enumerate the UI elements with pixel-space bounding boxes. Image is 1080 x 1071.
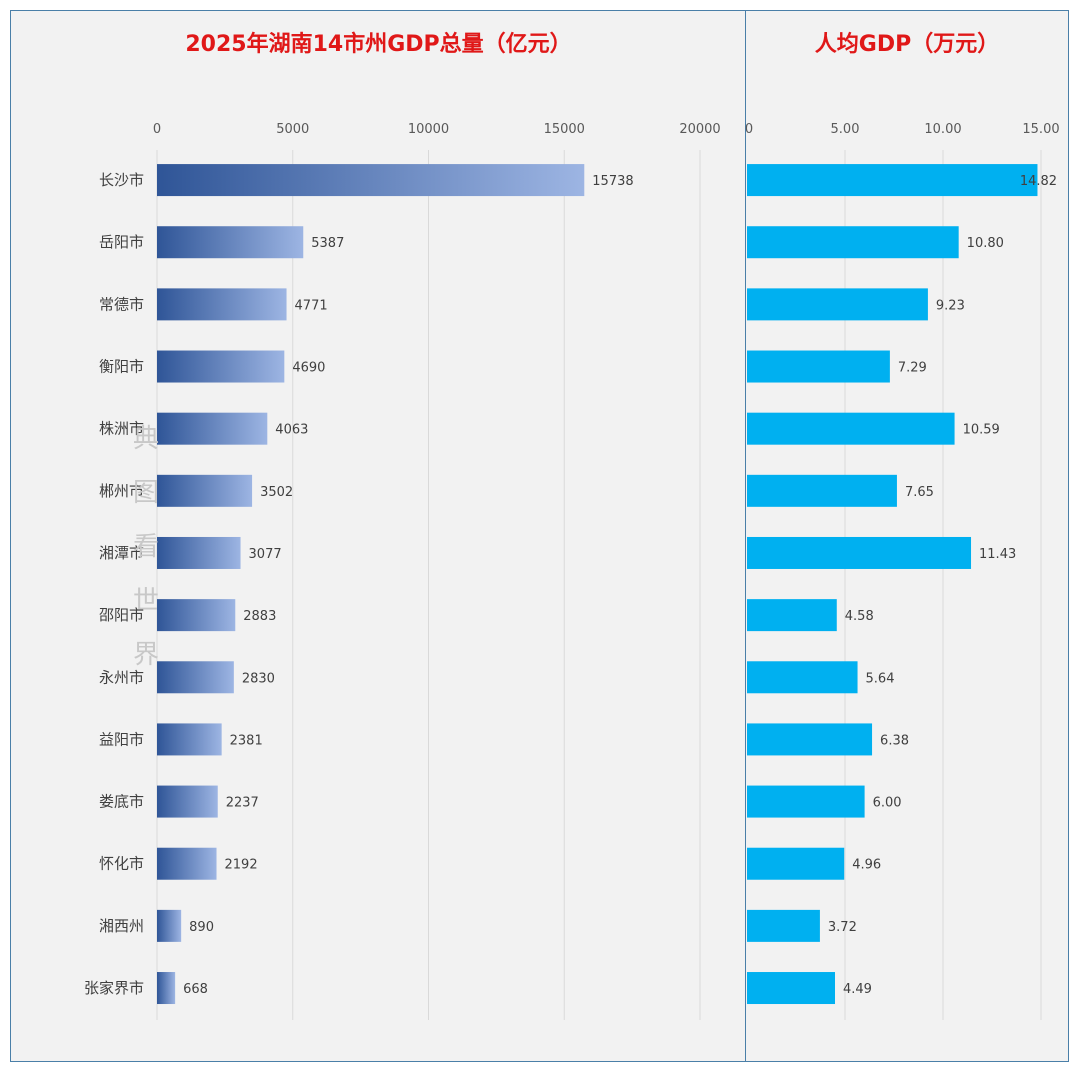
data-label: 4.58 [845, 609, 874, 624]
bar-per-capita-10 [747, 723, 873, 756]
data-label: 668 [183, 982, 208, 997]
category-label: 衡阳市 [99, 358, 144, 376]
data-label: 5.64 [866, 671, 895, 686]
x-tick-label: 15000 [544, 122, 585, 137]
bar-gdp-10 [157, 723, 222, 756]
bar-gdp-11 [157, 785, 218, 818]
bar-per-capita-11 [747, 785, 865, 818]
bar-per-capita-4 [747, 350, 890, 383]
bar-per-capita-3 [747, 288, 928, 321]
category-label: 怀化市 [99, 855, 144, 873]
data-label: 6.38 [880, 733, 909, 748]
category-label: 湘西州 [99, 917, 144, 935]
x-tick-label: 20000 [679, 122, 720, 137]
data-label: 3.72 [828, 920, 857, 935]
watermark-char: 图 [132, 478, 159, 508]
category-label: 岳阳市 [99, 233, 144, 251]
data-label: 2192 [225, 858, 258, 873]
data-label: 2883 [243, 609, 276, 624]
bar-gdp-1 [157, 164, 585, 197]
data-label: 3077 [249, 547, 282, 562]
category-label: 株洲市 [99, 420, 144, 438]
watermark-char: 看 [132, 532, 159, 562]
bar-per-capita-8 [747, 599, 837, 632]
bar-gdp-14 [157, 972, 176, 1005]
watermark-char: 世 [132, 586, 159, 616]
data-label: 3502 [260, 485, 293, 500]
watermark-char: 界 [132, 640, 159, 670]
data-label: 7.65 [905, 485, 934, 500]
category-label: 长沙市 [99, 171, 144, 189]
data-label: 10.59 [963, 423, 1000, 438]
bar-gdp-9 [157, 661, 234, 694]
data-label: 2237 [226, 796, 259, 811]
category-label: 湘潭市 [99, 544, 144, 562]
x-tick-label: 0 [745, 122, 753, 137]
bar-per-capita-5 [747, 412, 955, 445]
per-capita-gdp-chart-title: 人均GDP（万元） [814, 32, 1000, 57]
category-label: 郴州市 [99, 482, 144, 500]
bar-gdp-7 [157, 536, 241, 569]
data-label: 9.23 [936, 298, 965, 313]
x-tick-label: 0 [153, 122, 161, 137]
category-label: 益阳市 [99, 730, 144, 748]
bar-per-capita-7 [747, 536, 972, 569]
bar-per-capita-14 [747, 972, 836, 1005]
data-label: 15738 [592, 174, 633, 189]
data-label: 5387 [311, 236, 344, 251]
x-tick-label: 5.00 [831, 122, 860, 137]
x-tick-label: 10000 [408, 122, 449, 137]
data-label: 4771 [295, 298, 328, 313]
watermark-char: 典 [132, 424, 159, 454]
x-tick-label: 5000 [276, 122, 309, 137]
bar-gdp-4 [157, 350, 285, 383]
bar-per-capita-6 [747, 474, 897, 507]
bar-per-capita-12 [747, 847, 845, 880]
gdp-total-chart: 0 5000 10000 15000 20000 长沙市 15738 岳阳市 5387 常德市 47… [84, 122, 721, 1020]
data-label: 4690 [292, 361, 325, 376]
x-tick-label: 10.00 [924, 122, 961, 137]
data-label: 2381 [230, 733, 263, 748]
bar-per-capita-2 [747, 226, 959, 259]
data-label: 2830 [242, 671, 275, 686]
watermark: 典图看世界 [128, 412, 164, 682]
data-label: 7.29 [898, 361, 927, 376]
bar-gdp-12 [157, 847, 217, 880]
data-label: 890 [189, 920, 214, 935]
bar-per-capita-9 [747, 661, 858, 694]
bar-per-capita-1 [747, 164, 1038, 197]
bar-gdp-2 [157, 226, 304, 259]
panel-divider [745, 10, 746, 1062]
bar-gdp-6 [157, 474, 253, 507]
data-label: 14.82 [1020, 174, 1057, 189]
bar-gdp-8 [157, 599, 236, 632]
bar-per-capita-13 [747, 909, 820, 942]
bar-gdp-3 [157, 288, 287, 321]
x-tick-label: 15.00 [1022, 122, 1059, 137]
bar-gdp-13 [157, 909, 182, 942]
data-label: 4063 [275, 423, 308, 438]
data-label: 4.96 [852, 858, 881, 873]
category-label: 邵阳市 [99, 606, 144, 624]
data-label: 6.00 [873, 796, 902, 811]
data-label: 4.49 [843, 982, 872, 997]
gdp-total-chart-title: 2025年湖南14市州GDP总量（亿元） [185, 32, 572, 57]
bar-gdp-5 [157, 412, 268, 445]
category-label: 张家界市 [84, 979, 144, 997]
data-label: 11.43 [979, 547, 1016, 562]
category-label: 娄底市 [99, 793, 144, 811]
category-label: 永州市 [99, 668, 144, 686]
category-label: 常德市 [99, 295, 144, 313]
data-label: 10.80 [967, 236, 1004, 251]
